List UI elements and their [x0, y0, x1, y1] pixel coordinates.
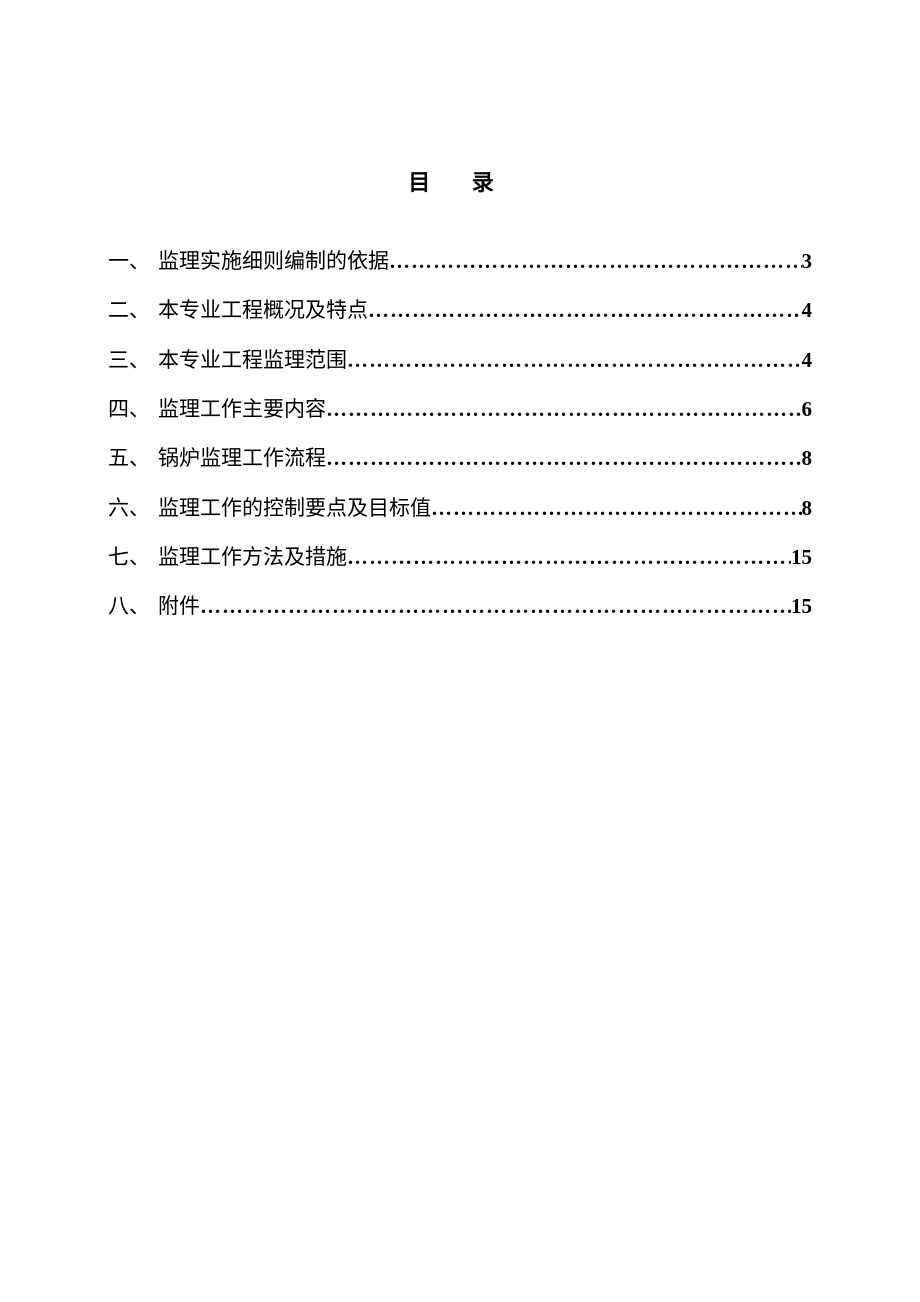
toc-item: 四、 监理工作主要内容 6: [108, 385, 812, 434]
toc-label: 本专业工程概况及特点: [158, 286, 368, 335]
toc-page: 3: [802, 237, 813, 286]
toc-number: 八、: [108, 582, 150, 631]
toc-item: 六、 监理工作的控制要点及目标值 8: [108, 484, 812, 533]
toc-dots: [389, 237, 802, 286]
toc-number: 六、: [108, 484, 150, 533]
toc-page: 15: [791, 582, 812, 631]
toc-label: 锅炉监理工作流程: [158, 434, 326, 483]
toc-page: 15: [791, 533, 812, 582]
toc-label: 附件: [158, 582, 200, 631]
toc-title: 目 录: [108, 165, 812, 197]
toc-label: 监理实施细则编制的依据: [158, 237, 389, 286]
toc-label: 监理工作的控制要点及目标值: [158, 484, 431, 533]
toc-item: 八、 附件 15: [108, 582, 812, 631]
toc-number: 四、: [108, 385, 150, 434]
toc-page: 8: [802, 434, 813, 483]
toc-label: 监理工作主要内容: [158, 385, 326, 434]
toc-dots: [200, 582, 791, 631]
toc-dots: [326, 434, 802, 483]
toc-page: 6: [802, 385, 813, 434]
toc-number: 一、: [108, 237, 150, 286]
toc-number: 三、: [108, 336, 150, 385]
toc-dots: [347, 336, 802, 385]
toc-dots: [431, 484, 802, 533]
toc-dots: [326, 385, 802, 434]
toc-dots: [347, 533, 791, 582]
toc-dots: [368, 286, 802, 335]
toc-number: 二、: [108, 286, 150, 335]
toc-item: 一、 监理实施细则编制的依据 3: [108, 237, 812, 286]
toc-item: 七、 监理工作方法及措施 15: [108, 533, 812, 582]
toc-item: 五、 锅炉监理工作流程 8: [108, 434, 812, 483]
toc-label: 监理工作方法及措施: [158, 533, 347, 582]
toc-list: 一、 监理实施细则编制的依据 3 二、 本专业工程概况及特点 4 三、 本专业工…: [108, 237, 812, 632]
toc-item: 三、 本专业工程监理范围 4: [108, 336, 812, 385]
toc-page: 4: [802, 286, 813, 335]
toc-item: 二、 本专业工程概况及特点 4: [108, 286, 812, 335]
toc-page: 4: [802, 336, 813, 385]
toc-number: 五、: [108, 434, 150, 483]
toc-number: 七、: [108, 533, 150, 582]
toc-label: 本专业工程监理范围: [158, 336, 347, 385]
toc-page: 8: [802, 484, 813, 533]
